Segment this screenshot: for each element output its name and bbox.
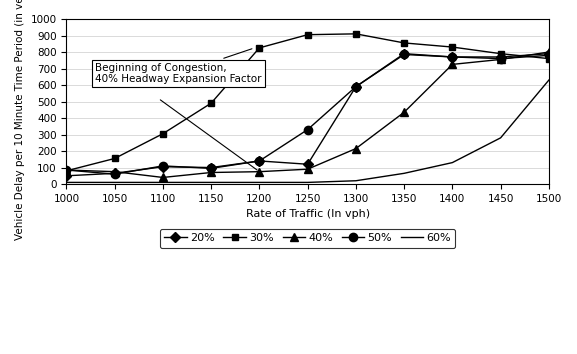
30%: [63, 169, 70, 173]
50%: [256, 159, 263, 163]
30%: [256, 46, 263, 50]
50%: [304, 127, 311, 132]
Y-axis label: Vehicle Delay per 10 Minute Time Period (in veh-min): Vehicle Delay per 10 Minute Time Period …: [15, 0, 25, 240]
20%: [208, 165, 215, 170]
40%: [449, 62, 456, 67]
50%: [63, 168, 70, 172]
30%: [400, 41, 407, 45]
40%: [353, 147, 359, 151]
X-axis label: Rate of Traffic (In vph): Rate of Traffic (In vph): [246, 209, 370, 219]
Line: 20%: 20%: [63, 50, 552, 179]
40%: [304, 167, 311, 171]
50%: [449, 55, 456, 59]
30%: [159, 132, 166, 136]
50%: [400, 52, 407, 56]
60%: [545, 78, 552, 82]
20%: [545, 52, 552, 56]
Line: 40%: 40%: [62, 48, 553, 182]
60%: [256, 180, 263, 184]
40%: [545, 50, 552, 54]
50%: [111, 172, 118, 176]
50%: [159, 164, 166, 168]
Line: 60%: 60%: [66, 80, 549, 182]
20%: [449, 55, 456, 59]
40%: [63, 168, 70, 172]
20%: [497, 55, 504, 59]
60%: [449, 160, 456, 165]
30%: [353, 32, 359, 36]
40%: [256, 170, 263, 174]
60%: [159, 180, 166, 184]
30%: [304, 33, 311, 37]
60%: [63, 180, 70, 184]
30%: [497, 52, 504, 56]
40%: [208, 170, 215, 175]
20%: [353, 85, 359, 89]
Text: Beginning of Congestion,
40% Headway Expansion Factor: Beginning of Congestion, 40% Headway Exp…: [95, 49, 262, 84]
60%: [497, 136, 504, 140]
30%: [449, 45, 456, 49]
30%: [545, 57, 552, 61]
Line: 50%: 50%: [62, 50, 553, 178]
Legend: 20%, 30%, 40%, 50%, 60%: 20%, 30%, 40%, 50%, 60%: [160, 229, 455, 248]
20%: [111, 171, 118, 176]
40%: [159, 175, 166, 179]
30%: [111, 156, 118, 161]
50%: [545, 53, 552, 57]
40%: [111, 170, 118, 174]
50%: [497, 57, 504, 61]
50%: [208, 166, 215, 171]
20%: [63, 174, 70, 178]
20%: [256, 159, 263, 163]
Line: 30%: 30%: [63, 30, 552, 174]
40%: [400, 110, 407, 114]
60%: [400, 171, 407, 176]
40%: [497, 57, 504, 62]
60%: [208, 180, 215, 184]
60%: [111, 180, 118, 184]
20%: [400, 52, 407, 57]
30%: [208, 101, 215, 105]
50%: [353, 85, 359, 89]
20%: [159, 165, 166, 169]
20%: [304, 162, 311, 166]
60%: [353, 179, 359, 183]
60%: [304, 180, 311, 184]
